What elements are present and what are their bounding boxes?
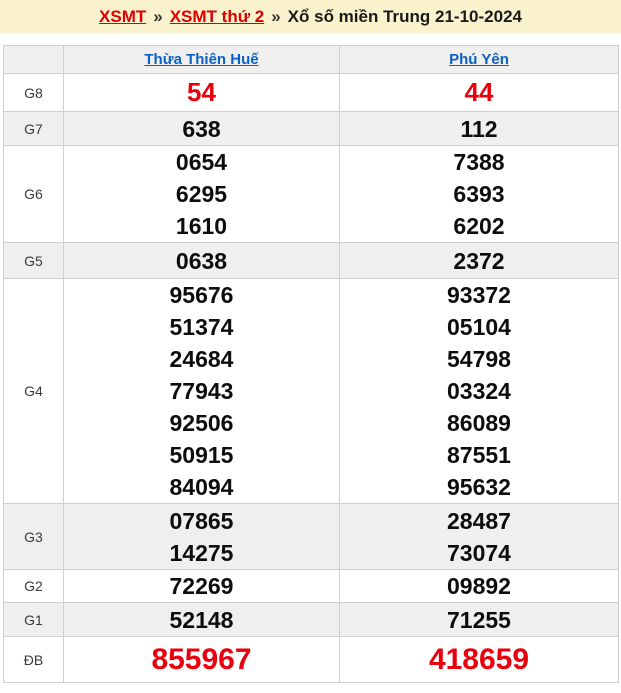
prize-number: 6393 <box>453 181 505 207</box>
column-header-phu-yen: Phú Yên <box>339 45 619 74</box>
prize-number: 6295 <box>175 181 228 207</box>
prize-label-g8: G8 <box>3 73 64 112</box>
breadcrumb-link-xsmt[interactable]: XSMT <box>99 6 147 26</box>
table-row-g5: G5 0638 2372 <box>3 242 619 279</box>
prize-label-g6: G6 <box>3 145 64 243</box>
g1-phuyen-cell: 71255 <box>339 602 619 637</box>
prize-number: 14275 <box>169 539 234 566</box>
table-row-g6: G6 0654 6295 1610 7388 6393 6202 <box>3 145 619 243</box>
table-row-db: ĐB 855967 418659 <box>3 636 619 683</box>
g5-phuyen-cell: 2372 <box>339 242 619 279</box>
prize-number: 09892 <box>447 573 511 599</box>
table-row-g8: G8 54 44 <box>3 73 619 112</box>
prize-label-g1: G1 <box>3 602 64 637</box>
g6-phuyen-cell: 7388 6393 6202 <box>339 145 619 243</box>
prize-number: 112 <box>460 115 498 142</box>
g7-hue-cell: 638 <box>63 111 340 146</box>
g4-hue-cell: 95676 51374 24684 77943 92506 50915 8409… <box>63 278 340 504</box>
breadcrumb-separator: » <box>153 6 163 26</box>
prize-number: 54 <box>187 77 216 107</box>
province-link-thua-thien-hue[interactable]: Thừa Thiên Huế <box>144 50 259 68</box>
g8-hue-cell: 54 <box>63 73 340 112</box>
prize-number: 855967 <box>151 643 252 676</box>
prize-number: 71255 <box>447 606 511 633</box>
prize-number: 03324 <box>447 378 511 404</box>
prize-label-g4: G4 <box>3 278 64 504</box>
table-row-g1: G1 52148 71255 <box>3 602 619 637</box>
g6-hue-cell: 0654 6295 1610 <box>63 145 340 243</box>
prize-number: 92506 <box>169 410 234 436</box>
db-hue-cell: 855967 <box>63 636 340 683</box>
breadcrumb-link-xsmt-thu-2[interactable]: XSMT thứ 2 <box>169 6 265 26</box>
g2-phuyen-cell: 09892 <box>339 569 619 603</box>
prize-number: 52148 <box>169 606 234 633</box>
prize-column-header <box>3 45 64 74</box>
prize-number: 95632 <box>447 474 511 500</box>
prize-number: 86089 <box>447 410 511 436</box>
prize-number: 84094 <box>169 474 234 500</box>
prize-number: 93372 <box>447 282 511 308</box>
prize-number: 24684 <box>169 346 234 372</box>
table-row-g7: G7 638 112 <box>3 111 619 146</box>
prize-number: 638 <box>182 115 221 142</box>
prize-number: 28487 <box>447 507 511 534</box>
g3-hue-cell: 07865 14275 <box>63 503 340 570</box>
g4-phuyen-cell: 93372 05104 54798 03324 86089 87551 9563… <box>339 278 619 504</box>
prize-number: 0654 <box>175 149 228 175</box>
prize-number: 51374 <box>169 314 234 340</box>
prize-label-g7: G7 <box>3 111 64 146</box>
table-row-g2: G2 72269 09892 <box>3 569 619 603</box>
table-row-g4: G4 95676 51374 24684 77943 92506 50915 8… <box>3 278 619 504</box>
prize-number: 2372 <box>453 247 505 274</box>
prize-label-g2: G2 <box>3 569 64 603</box>
prize-label-db: ĐB <box>3 636 64 683</box>
prize-number: 0638 <box>175 247 228 274</box>
province-link-phu-yen[interactable]: Phú Yên <box>449 50 509 68</box>
prize-number: 07865 <box>169 507 234 534</box>
prize-number: 7388 <box>453 149 505 175</box>
table-row-g3: G3 07865 14275 28487 73074 <box>3 503 619 570</box>
table-header-row: Thừa Thiên Huế Phú Yên <box>3 45 619 74</box>
prize-number: 77943 <box>169 378 234 404</box>
prize-number: 54798 <box>447 346 511 372</box>
prize-number: 95676 <box>169 282 234 308</box>
prize-number: 87551 <box>447 442 511 468</box>
db-phuyen-cell: 418659 <box>339 636 619 683</box>
breadcrumb: XSMT » XSMT thứ 2 » Xổ số miền Trung 21-… <box>0 0 621 33</box>
column-header-thua-thien-hue: Thừa Thiên Huế <box>63 45 340 74</box>
g1-hue-cell: 52148 <box>63 602 340 637</box>
prize-label-g3: G3 <box>3 503 64 570</box>
prize-number: 50915 <box>169 442 234 468</box>
prize-number: 44 <box>464 77 494 107</box>
breadcrumb-separator: » <box>271 6 281 26</box>
prize-number: 418659 <box>428 643 530 676</box>
lottery-results-table: Thừa Thiên Huế Phú Yên G8 54 44 G7 638 1… <box>3 45 619 683</box>
prize-number: 73074 <box>447 539 511 566</box>
g5-hue-cell: 0638 <box>63 242 340 279</box>
prize-number: 72269 <box>169 573 234 599</box>
prize-number: 1610 <box>175 213 228 239</box>
prize-number: 05104 <box>447 314 511 340</box>
page-title: Xổ số miền Trung 21-10-2024 <box>287 6 522 26</box>
g2-hue-cell: 72269 <box>63 569 340 603</box>
g3-phuyen-cell: 28487 73074 <box>339 503 619 570</box>
g8-phuyen-cell: 44 <box>339 73 619 112</box>
prize-number: 6202 <box>453 213 505 239</box>
prize-label-g5: G5 <box>3 242 64 279</box>
g7-phuyen-cell: 112 <box>339 111 619 146</box>
